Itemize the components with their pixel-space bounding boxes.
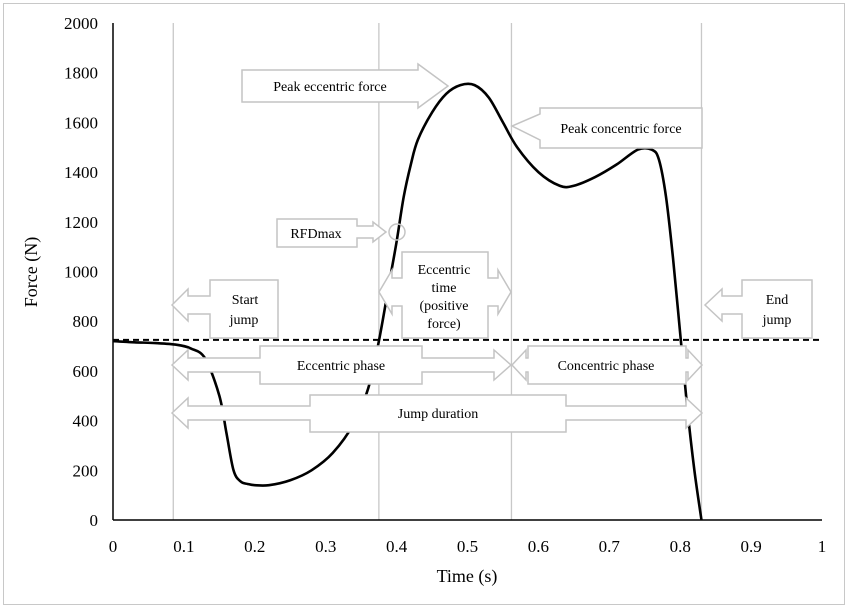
callout-concentric-phase: Concentric phase: [510, 345, 704, 385]
y-tick-label: 1600: [64, 113, 98, 132]
callout-text-eccentric: Eccentric: [418, 263, 471, 278]
callout-peak-eccentric-force: Peak eccentric force: [241, 62, 450, 110]
callout-text-jump-duration: Jump duration: [398, 407, 479, 422]
x-tick-label: 0.1: [173, 537, 194, 556]
callout-jump-duration: Jump duration: [170, 394, 704, 433]
x-tick-label: 0.3: [315, 537, 336, 556]
callout-text-eccentric-phase: Eccentric phase: [297, 359, 385, 374]
callout-text-start: Start: [232, 293, 259, 308]
callout-rfdmax: RFDmax: [276, 218, 388, 248]
rfdmax-marker-circle: [388, 223, 406, 241]
x-tick-label: 0.4: [386, 537, 408, 556]
callout-text-rfdmax: RFDmax: [290, 227, 341, 242]
x-tick-label: 0: [109, 537, 118, 556]
callout-eccentric-time: Eccentric time (positive force): [378, 251, 512, 339]
y-tick-label: 400: [73, 412, 99, 431]
force-curve: [112, 82, 703, 521]
callout-text-end: End: [766, 293, 789, 308]
y-tick-label: 200: [73, 461, 99, 480]
x-tick-label: 0.9: [740, 537, 761, 556]
x-tick-label: 0.7: [599, 537, 621, 556]
x-tick-label: 0.5: [457, 537, 478, 556]
y-tick-label: 1400: [64, 163, 98, 182]
callout-text-peak-concentric-force: Peak concentric force: [560, 122, 681, 137]
x-tick-label: 1: [818, 537, 827, 556]
y-tick-label: 1000: [64, 263, 98, 282]
callout-text-peak-eccentric-force: Peak eccentric force: [273, 80, 386, 95]
y-tick-label: 1200: [64, 213, 98, 232]
callout-text-jump: jump: [229, 313, 259, 328]
x-axis-title: Time (s): [437, 566, 498, 587]
y-tick-label: 800: [73, 312, 99, 331]
callout-text-force: force): [427, 317, 461, 332]
callout-text-time: time: [432, 281, 457, 296]
callout-text-concentric-phase: Concentric phase: [558, 359, 655, 374]
callout-start-jump: Start jump: [170, 279, 279, 339]
y-tick-label: 0: [90, 511, 99, 530]
callout-end-jump: End jump: [703, 279, 813, 339]
callout-eccentric-phase: Eccentric phase: [170, 345, 513, 385]
x-tick-label: 0.8: [670, 537, 691, 556]
x-tick-label: 0.2: [244, 537, 265, 556]
x-tick-label: 0.6: [528, 537, 549, 556]
y-tick-label: 1800: [64, 64, 98, 83]
y-axis-title: Force (N): [21, 237, 42, 307]
callout-text-positive: (positive: [420, 299, 469, 314]
callout-text-end-jump: jump: [762, 313, 792, 328]
callout-peak-concentric-force: Peak concentric force: [510, 107, 703, 149]
y-tick-label: 2000: [64, 14, 98, 33]
y-tick-label: 600: [73, 362, 99, 381]
